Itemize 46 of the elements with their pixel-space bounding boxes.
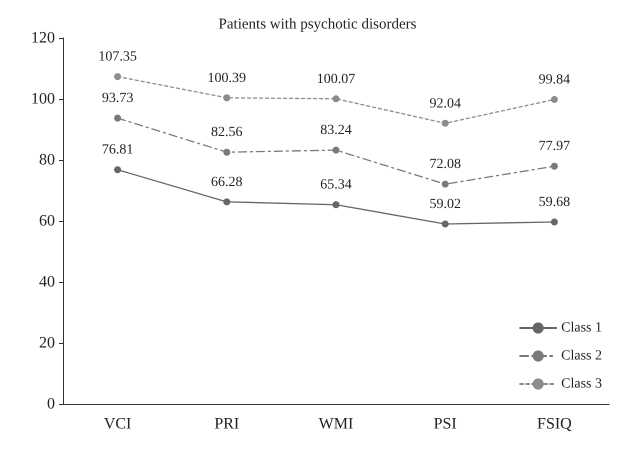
point [550, 96, 558, 103]
point [223, 94, 230, 102]
point [223, 148, 230, 156]
x-tick-label: FSIQ [537, 416, 572, 432]
point [550, 218, 558, 226]
chart-title: Patients with psychotic disorders [218, 16, 417, 32]
data-label: 93.73 [102, 91, 134, 106]
y-tick-label: 80 [39, 152, 55, 168]
data-label: 72.08 [429, 157, 461, 172]
x-tick-label: PRI [214, 416, 240, 432]
y-tick-label: 40 [39, 274, 55, 290]
legend-label: Class 2 [561, 348, 602, 364]
data-label: 100.07 [316, 72, 356, 87]
legend-label: Class 3 [561, 376, 602, 392]
point [223, 198, 230, 206]
data-label: 82.56 [211, 125, 243, 140]
data-label: 65.34 [320, 178, 352, 193]
data-label: 76.81 [102, 142, 134, 158]
point [332, 95, 340, 102]
data-label: 83.24 [320, 123, 352, 138]
point [442, 120, 449, 127]
data-label: 66.28 [211, 174, 243, 190]
data-label: 92.04 [429, 96, 461, 112]
y-tick-label: 60 [39, 212, 55, 230]
y-tick-label: 0 [47, 396, 55, 412]
x-tick-label: WMI [318, 416, 354, 432]
point [332, 201, 340, 208]
data-label: 59.02 [429, 196, 461, 212]
point [550, 162, 558, 170]
data-label: 107.35 [98, 50, 137, 65]
data-label: 100.39 [208, 70, 246, 86]
point [114, 114, 122, 122]
point [442, 180, 449, 188]
y-tick-label: 100 [31, 90, 55, 108]
y-tick-label: 20 [39, 334, 55, 352]
y-tick-label: 120 [31, 30, 55, 46]
point [442, 220, 449, 228]
data-label: 77.97 [538, 139, 570, 154]
data-label: 99.84 [538, 72, 570, 88]
x-tick-label: VCI [104, 416, 132, 432]
point [114, 73, 122, 80]
data-label: 59.68 [538, 194, 570, 210]
legend-label: Class 1 [561, 320, 602, 336]
point [114, 166, 122, 174]
x-tick-label: PSI [434, 416, 457, 432]
point [332, 146, 340, 154]
